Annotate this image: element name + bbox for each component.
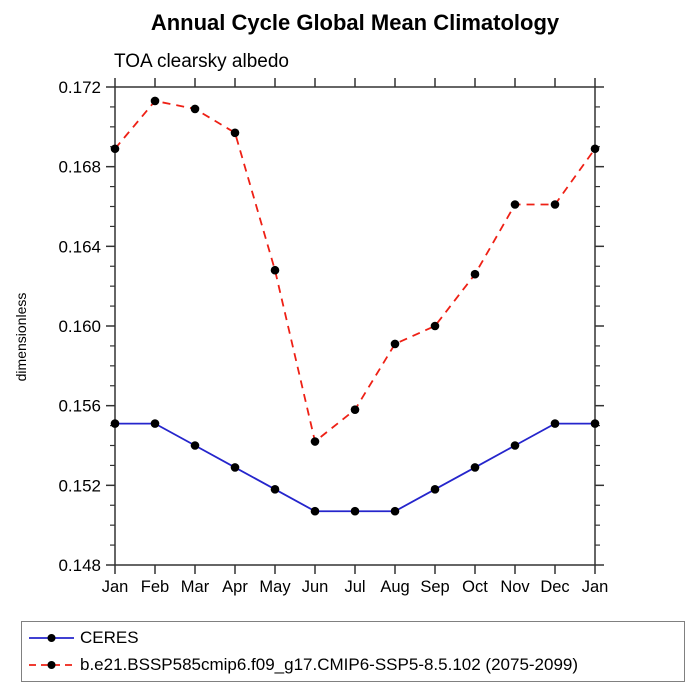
legend-line-sample-dashed	[29, 661, 74, 669]
svg-text:Jun: Jun	[302, 578, 329, 596]
legend-line-sample-solid	[29, 634, 74, 642]
svg-text:0.160: 0.160	[58, 317, 101, 336]
legend-label: b.e21.BSSP585cmip6.f09_g17.CMIP6-SSP5-8.…	[80, 655, 579, 674]
svg-text:Sep: Sep	[420, 578, 449, 596]
svg-text:Aug: Aug	[380, 578, 409, 596]
legend-box: CERES b.e21.BSSP585cmip6.f09_g17.CMIP6-S…	[21, 621, 685, 682]
svg-text:Feb: Feb	[141, 578, 169, 596]
svg-text:Oct: Oct	[462, 578, 488, 596]
svg-text:0.168: 0.168	[58, 158, 101, 177]
svg-text:0.172: 0.172	[58, 78, 101, 97]
svg-text:Apr: Apr	[222, 578, 248, 596]
svg-text:0.156: 0.156	[58, 397, 101, 416]
svg-text:0.164: 0.164	[58, 237, 101, 256]
svg-text:Nov: Nov	[500, 578, 530, 596]
svg-text:0.148: 0.148	[58, 556, 101, 575]
svg-text:May: May	[259, 578, 291, 596]
svg-text:Jul: Jul	[344, 578, 365, 596]
chart-subtitle: TOA clearsky albedo	[114, 51, 289, 72]
svg-text:0.152: 0.152	[58, 476, 101, 495]
legend-item-model: b.e21.BSSP585cmip6.f09_g17.CMIP6-SSP5-8.…	[28, 654, 684, 676]
legend-item-ceres: CERES	[28, 627, 684, 649]
page-title: Annual Cycle Global Mean Climatology	[150, 10, 560, 35]
svg-text:Jan: Jan	[582, 578, 609, 596]
svg-text:Jan: Jan	[102, 578, 129, 596]
svg-text:Dec: Dec	[540, 578, 569, 596]
legend-label: CERES	[80, 628, 139, 647]
svg-text:Mar: Mar	[181, 578, 210, 596]
